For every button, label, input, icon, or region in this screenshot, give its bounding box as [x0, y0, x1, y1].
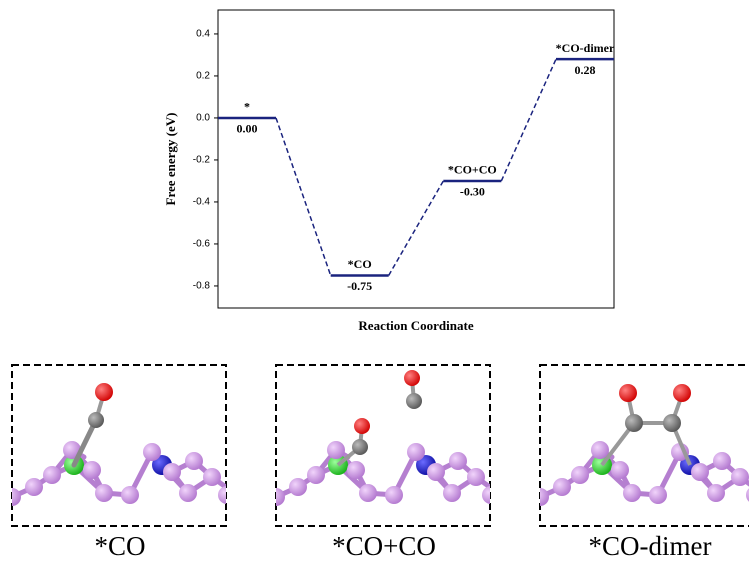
connector	[501, 59, 556, 181]
plot-frame	[218, 10, 614, 308]
level-label: *CO+CO	[448, 163, 497, 177]
level-label: *CO-dimer	[556, 41, 615, 55]
structure-panel	[531, 365, 749, 526]
value-label: -0.75	[347, 279, 372, 293]
value-label: -0.30	[460, 185, 485, 199]
panel-caption: *CO	[94, 531, 145, 561]
value-label: 0.00	[237, 122, 258, 136]
chart: Free energy (eV) Reaction Coordinate 0.4…	[163, 10, 615, 333]
panel-caption: *CO+CO	[332, 531, 436, 561]
y-tick-label: 0.4	[196, 29, 210, 40]
connector	[389, 181, 444, 276]
y-tick-label: 0.0	[196, 113, 210, 124]
structure-panel	[3, 365, 236, 526]
y-tick-label: -0.4	[193, 197, 211, 208]
y-axis-label: Free energy (eV)	[163, 113, 178, 206]
y-tick-label: -0.8	[193, 281, 211, 292]
connector	[276, 118, 331, 276]
y-tick-label: -0.2	[193, 155, 211, 166]
panel-caption: *CO-dimer	[589, 531, 712, 561]
value-label: 0.28	[575, 63, 596, 77]
y-tick-label: 0.2	[196, 71, 210, 82]
level-label: *	[244, 100, 250, 114]
x-axis-label: Reaction Coordinate	[358, 318, 473, 333]
y-tick-label: -0.6	[193, 239, 211, 250]
structure-panel	[267, 365, 500, 526]
page: Free energy (eV) Reaction Coordinate 0.4…	[0, 0, 749, 564]
level-label: *CO	[348, 257, 372, 271]
